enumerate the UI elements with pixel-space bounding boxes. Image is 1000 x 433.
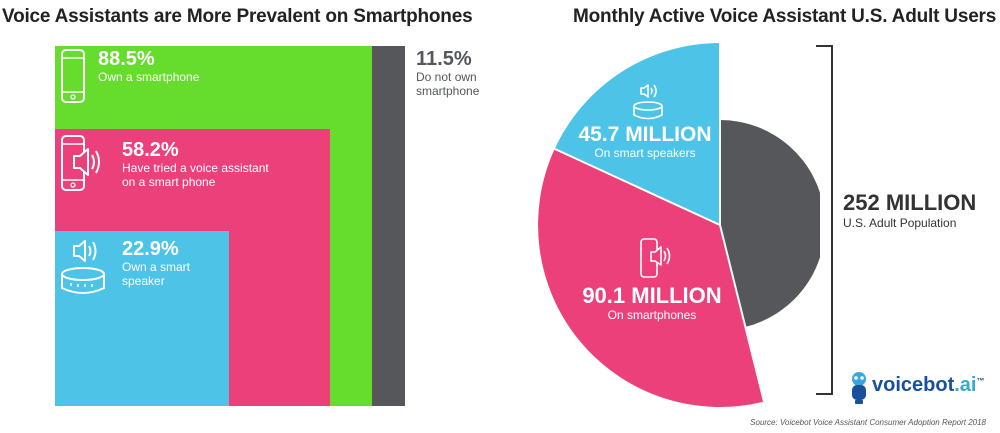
not-own-smartphone-block [372,46,405,406]
smartphones-desc: On smartphones [607,308,697,322]
smart-speaker-icon [61,240,105,294]
total-bracket [816,45,833,395]
not-own-smartphone-label: 11.5% Do not own smartphone [416,48,479,98]
smart-speakers-value: 45.7 MILLION [578,123,712,146]
own-smart-speaker-desc-line2: speaker [122,274,165,288]
smartphones-value: 90.1 MILLION [582,283,722,308]
phone-speaker-icon [640,238,671,278]
total-population-label: 252 MILLION U.S. Adult Population [843,190,976,230]
pie-slice-smartphones [538,148,764,407]
not-own-smartphone-percent: 11.5% [416,48,472,70]
pie-slice-smart-speakers [554,43,720,225]
own-smart-speaker-label: 22.9% Own a smart speaker [122,238,190,288]
tried-voice-assistant-percent: 58.2% [122,139,179,161]
voicebot-robot-logo-icon [852,372,866,404]
smartphones-label: 90.1 MILLION On smartphones [572,283,732,323]
smart-speakers-desc: On smart speakers [594,146,696,160]
own-smart-speaker-percent: 22.9% [122,238,179,260]
tried-voice-assistant-label: 58.2% Have tried a voice assistant on a … [122,139,269,189]
smartphone-icon [61,49,85,103]
not-own-smartphone-desc-line1: Do not own [416,70,477,84]
source-note: Source: Voicebot Voice Assistant Consume… [750,418,986,427]
left-chart-title: Voice Assistants are More Prevalent on S… [2,6,473,27]
pie-slice-separators [554,43,765,402]
smart-speakers-label: 45.7 MILLION On smart speakers [570,123,720,161]
own-smartphone-label: 88.5% Own a smartphone [98,48,199,84]
phone-speaker-icon [61,135,100,191]
smart-speaker-icon [633,84,663,120]
brand-name: voicebot [872,374,955,396]
pie-chart [538,43,820,407]
brand-tm: ™ [976,376,985,386]
voicebot-brand: voicebot.ai™ [872,374,985,397]
tried-voice-assistant-desc-line1: Have tried a voice assistant [122,161,269,175]
tried-voice-assistant-desc-line2: on a smart phone [122,175,216,189]
right-chart-title: Monthly Active Voice Assistant U.S. Adul… [573,6,997,27]
total-population-value: 252 MILLION [843,190,977,215]
own-smartphone-desc: Own a smartphone [98,70,200,84]
brand-suffix: .ai [954,374,977,396]
total-population-desc: U.S. Adult Population [843,216,957,230]
own-smart-speaker-desc-line1: Own a smart [122,260,191,274]
own-smartphone-percent: 88.5% [98,48,155,70]
not-own-smartphone-desc-line2: smartphone [416,84,480,98]
pie-slice-remaining-population [720,120,820,327]
